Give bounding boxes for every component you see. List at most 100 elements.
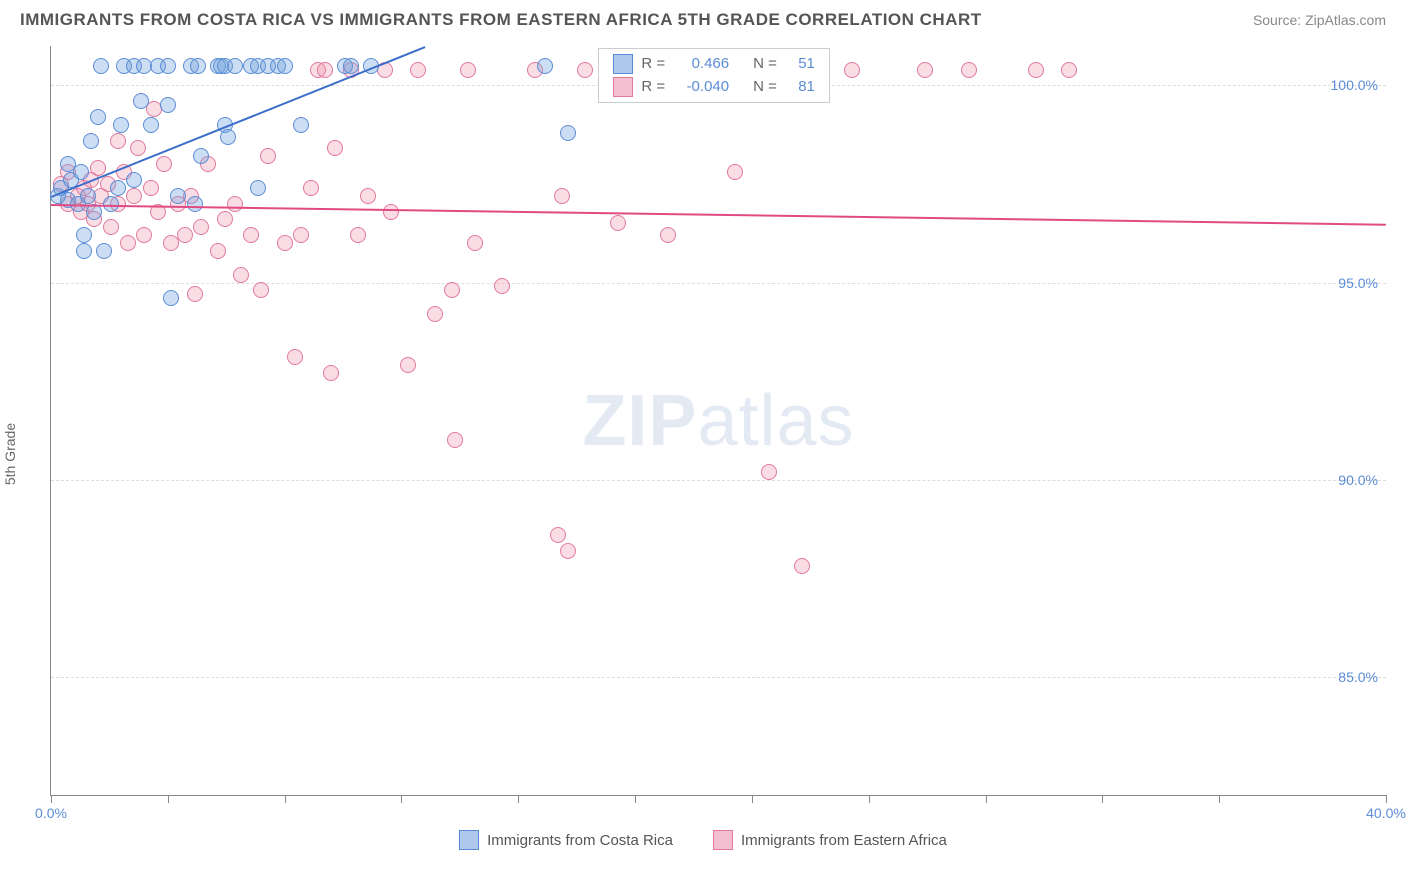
data-point: [190, 58, 206, 74]
data-point: [143, 180, 159, 196]
data-point: [727, 164, 743, 180]
data-point: [103, 196, 119, 212]
x-tick: [635, 795, 636, 803]
data-point: [317, 62, 333, 78]
legend-swatch: [613, 54, 633, 74]
data-point: [350, 227, 366, 243]
plot-area: ZIPatlas 85.0%90.0%95.0%100.0%0.0%40.0%R…: [50, 46, 1386, 796]
data-point: [794, 558, 810, 574]
data-point: [113, 117, 129, 133]
x-tick-label: 40.0%: [1366, 805, 1406, 821]
data-point: [76, 227, 92, 243]
data-point: [80, 188, 96, 204]
data-point: [120, 235, 136, 251]
data-point: [383, 204, 399, 220]
y-tick-label: 90.0%: [1338, 472, 1378, 488]
data-point: [250, 180, 266, 196]
data-point: [277, 235, 293, 251]
data-point: [293, 117, 309, 133]
legend-swatch: [713, 830, 733, 850]
data-point: [187, 286, 203, 302]
x-tick: [168, 795, 169, 803]
data-point: [560, 543, 576, 559]
data-point: [220, 129, 236, 145]
stat-r-value: -0.040: [673, 76, 729, 99]
data-point: [110, 180, 126, 196]
x-tick: [401, 795, 402, 803]
legend-item: Immigrants from Eastern Africa: [713, 830, 947, 850]
data-point: [103, 219, 119, 235]
data-point: [110, 133, 126, 149]
data-point: [136, 227, 152, 243]
source-attribution: Source: ZipAtlas.com: [1253, 12, 1386, 28]
legend: Immigrants from Costa Rica Immigrants fro…: [0, 830, 1406, 850]
legend-item: Immigrants from Costa Rica: [459, 830, 673, 850]
x-tick: [285, 795, 286, 803]
stat-r-value: 0.466: [673, 53, 729, 76]
legend-label: Immigrants from Eastern Africa: [741, 832, 947, 849]
data-point: [554, 188, 570, 204]
stat-n-label: N =: [753, 53, 777, 76]
data-point: [133, 93, 149, 109]
x-tick: [518, 795, 519, 803]
data-point: [126, 172, 142, 188]
data-point: [170, 188, 186, 204]
stat-r-label: R =: [641, 53, 665, 76]
source-label: Source:: [1253, 12, 1301, 28]
data-point: [277, 58, 293, 74]
y-tick-label: 85.0%: [1338, 669, 1378, 685]
source-link[interactable]: ZipAtlas.com: [1305, 12, 1386, 28]
x-tick: [51, 795, 52, 803]
data-point: [243, 227, 259, 243]
x-tick: [1386, 795, 1387, 803]
data-point: [494, 278, 510, 294]
stats-row: R =-0.040N =81: [613, 76, 815, 99]
stats-row: R = 0.466 N = 51: [613, 53, 815, 76]
data-point: [126, 188, 142, 204]
data-point: [293, 227, 309, 243]
data-point: [96, 243, 112, 259]
data-point: [761, 464, 777, 480]
data-point: [427, 306, 443, 322]
x-tick: [752, 795, 753, 803]
data-point: [323, 365, 339, 381]
data-point: [410, 62, 426, 78]
data-point: [660, 227, 676, 243]
gridline: [51, 480, 1386, 481]
data-point: [193, 219, 209, 235]
data-point: [610, 215, 626, 231]
stat-n-value: 51: [785, 53, 815, 76]
data-point: [143, 117, 159, 133]
data-point: [917, 62, 933, 78]
data-point: [227, 58, 243, 74]
y-axis-label: 5th Grade: [2, 423, 18, 485]
data-point: [303, 180, 319, 196]
header-row: IMMIGRANTS FROM COSTA RICA VS IMMIGRANTS…: [0, 0, 1406, 36]
data-point: [400, 357, 416, 373]
data-point: [537, 58, 553, 74]
data-point: [130, 140, 146, 156]
data-point: [467, 235, 483, 251]
data-point: [260, 148, 276, 164]
data-point: [577, 62, 593, 78]
watermark-atlas: atlas: [697, 381, 854, 461]
data-point: [233, 267, 249, 283]
legend-swatch: [459, 830, 479, 850]
x-tick: [869, 795, 870, 803]
stat-r-label: R =: [641, 76, 665, 99]
data-point: [287, 349, 303, 365]
data-point: [844, 62, 860, 78]
legend-label: Immigrants from Costa Rica: [487, 832, 673, 849]
data-point: [187, 196, 203, 212]
gridline: [51, 283, 1386, 284]
data-point: [253, 282, 269, 298]
stats-box: R =0.466N =51R =-0.040N =81: [598, 48, 830, 103]
data-point: [1061, 62, 1077, 78]
watermark-zip: ZIP: [582, 381, 697, 461]
data-point: [460, 62, 476, 78]
data-point: [343, 58, 359, 74]
y-tick-label: 100.0%: [1331, 77, 1378, 93]
x-tick: [986, 795, 987, 803]
x-tick: [1102, 795, 1103, 803]
data-point: [160, 58, 176, 74]
